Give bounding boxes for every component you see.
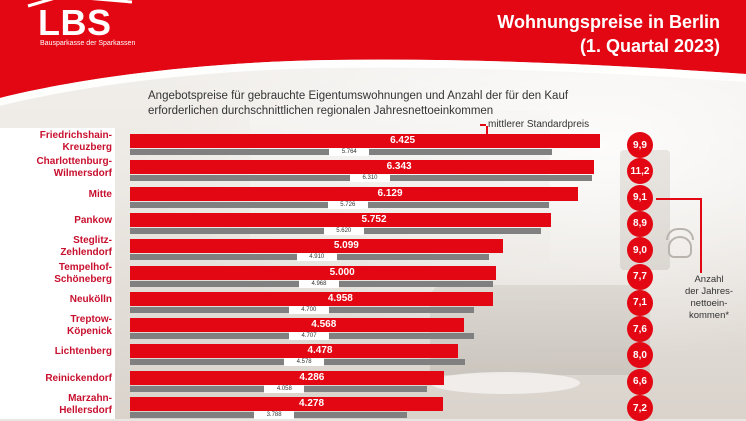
income-multiple-badge: 11,2	[627, 158, 653, 185]
district-label: Pankow	[2, 215, 112, 227]
district-label-line: Neukölln	[69, 293, 112, 305]
district-label: Friedrichshain- Kreuzberg	[2, 130, 112, 154]
district-label-line: Charlottenburg-	[36, 156, 112, 168]
page-title: Wohnungspreise in Berlin (1. Quartal 202…	[497, 10, 720, 58]
district-label-line: Zehlendorf	[60, 247, 112, 259]
bar-standard-price-label: 4.910	[296, 253, 337, 262]
bar-asking-price-label: 6.343	[386, 161, 412, 173]
district-label-line: Treptow-	[70, 314, 112, 326]
district-label: Mitte	[2, 189, 112, 201]
legend-income-line: kommen*	[688, 310, 730, 321]
district-label-panel	[0, 128, 115, 419]
bar-asking-price	[130, 160, 594, 175]
bar-asking-price	[130, 344, 458, 359]
bar-standard-price-label: 5.764	[329, 148, 370, 156]
bar-asking-price	[130, 397, 443, 411]
bar-asking-price	[130, 370, 444, 385]
income-multiple-badge: 9,9	[627, 132, 653, 158]
bar-asking-price-label: 4.478	[307, 345, 333, 357]
bar-asking-price-label: 4.958	[327, 292, 353, 304]
bar-asking-price-label: 5.752	[361, 213, 387, 225]
income-multiple-badge: 9,0	[627, 237, 653, 264]
district-label-line: Wilmersdorf	[53, 168, 112, 180]
bar-asking-price	[130, 265, 496, 280]
brand-logo-subtitle: Bausparkasse der Sparkassen	[40, 40, 136, 47]
district-label-line: Hellersdorf	[59, 405, 112, 416]
district-label: Reinickendorf	[2, 373, 112, 385]
income-multiple-badge: 9,1	[627, 184, 653, 211]
district-label-line: Pankow	[74, 214, 112, 226]
income-multiple-badge: 7,7	[627, 263, 653, 290]
bar-asking-price-label: 6.129	[377, 187, 403, 199]
legend-income-line: Anzahl	[694, 274, 724, 285]
bar-asking-price-label: 4.278	[298, 398, 325, 409]
bar-asking-price-label: 5.000	[329, 266, 355, 278]
district-label-line: Tempelhof-	[58, 261, 112, 273]
bar-asking-price	[130, 239, 503, 254]
bar-asking-price	[130, 134, 600, 148]
title-line-1: Wohnungspreise in Berlin	[497, 12, 720, 32]
bar-standard-price-label: 4.707	[289, 332, 330, 341]
legend-standard-connector	[486, 126, 488, 140]
district-label: Charlottenburg- Wilmersdorf	[2, 156, 112, 180]
bar-asking-price-label: 6.425	[390, 135, 416, 146]
background-table	[430, 372, 580, 394]
district-label: Steglitz- Zehlendorf	[2, 235, 112, 259]
bar-standard-price-label: 4.058	[264, 384, 305, 393]
legend-income-line: der Jahres-	[684, 286, 734, 297]
bar-standard-price-label: 4.700	[288, 305, 329, 314]
legend-standard-price: mittlerer Standardpreis	[488, 119, 590, 130]
income-multiple-badge: 6,6	[627, 368, 653, 395]
bar-asking-price-label: 5.099	[333, 240, 359, 252]
income-multiple-badge: 8,9	[627, 210, 653, 237]
district-label: Treptow- Köpenick	[2, 314, 112, 338]
title-line-2: (1. Quartal 2023)	[579, 36, 720, 56]
bar-asking-price-label: 4.568	[311, 319, 337, 331]
bar-asking-price	[130, 318, 465, 333]
legend-standard-connector-h	[480, 124, 486, 126]
district-label-line: Marzahn-	[68, 393, 112, 404]
legend-income-connector	[700, 199, 702, 273]
bar-asking-price	[130, 291, 493, 306]
logo-roof-icon	[22, 0, 142, 13]
district-label: Tempelhof- Schöneberg	[2, 262, 112, 286]
bar-standard-price-label: 4.968	[298, 279, 339, 288]
district-label: Marzahn- Hellersdorf	[2, 393, 112, 417]
brand-logo[interactable]: LBS	[38, 2, 112, 43]
background-window	[250, 110, 550, 260]
district-label-line: Kreuzberg	[62, 142, 112, 153]
income-multiple-badge: 7,2	[627, 395, 653, 421]
district-label-line: Steglitz-	[73, 235, 112, 247]
bar-standard-price-label: 5.726	[327, 200, 368, 209]
bar-asking-price-label: 4.286	[299, 371, 325, 383]
bar-standard-price-label: 4.578	[284, 358, 325, 367]
district-label-line: Mitte	[88, 188, 112, 200]
legend-income-multiples: Anzahl der Jahres-nettoein-kommen*	[674, 274, 744, 322]
bar-standard-price-label: 3.788	[254, 411, 295, 419]
bar-asking-price	[130, 212, 551, 227]
bar-standard-price-label: 5.620	[323, 226, 364, 235]
district-label-line: Schöneberg	[54, 273, 112, 285]
income-multiple-badge: 7,6	[627, 316, 653, 343]
income-multiple-badge: 8,0	[627, 342, 653, 369]
legend-income-line: nettoein-	[690, 298, 728, 309]
bar-standard-price-label: 6.310	[350, 174, 391, 183]
legend-income-connector-h	[656, 198, 702, 200]
header-banner	[0, 0, 746, 115]
district-label-line: Reinickendorf	[45, 372, 112, 384]
district-label-line: Friedrichshain-	[39, 130, 112, 141]
district-label: Lichtenberg	[2, 346, 112, 358]
income-multiple-badge: 7,1	[627, 289, 653, 316]
district-label-line: Köpenick	[66, 326, 112, 338]
background-kettle	[666, 228, 694, 258]
bar-asking-price	[130, 186, 579, 201]
district-label: Neukölln	[2, 294, 112, 306]
chart-subtitle: Angebotspreise für gebrauchte Eigentumsw…	[148, 90, 569, 117]
district-label-line: Lichtenberg	[54, 346, 112, 358]
